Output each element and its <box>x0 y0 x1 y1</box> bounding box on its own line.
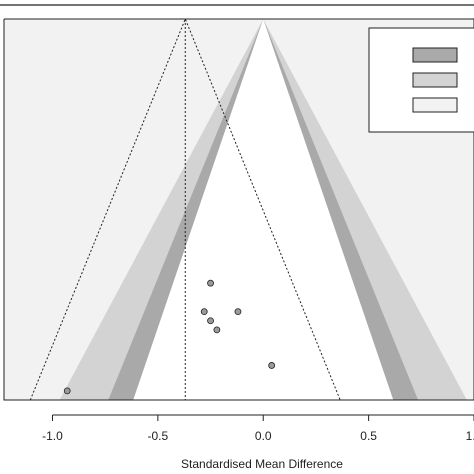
reference-lines <box>29 17 341 401</box>
pseudo-confidence-funnel <box>29 17 341 401</box>
x-tick-label-3: 0.0 <box>255 429 272 443</box>
study-point-2 <box>200 308 208 316</box>
plot-box <box>3 18 474 401</box>
x-axis: -1.0 -0.5 0.0 0.5 1.0 <box>42 414 474 443</box>
x-tick-label-5: 1.0 <box>466 429 474 443</box>
legend-swatch-1 <box>412 47 458 63</box>
study-point-5 <box>213 326 221 334</box>
x-tick-label-1: -1.0 <box>42 429 63 443</box>
legend <box>368 27 474 133</box>
study-point-1 <box>207 279 214 287</box>
study-points <box>63 279 276 395</box>
study-point-6 <box>268 362 276 369</box>
plot-frame <box>0 4 474 401</box>
study-point-3 <box>234 308 242 316</box>
x-tick-label-4: 0.5 <box>360 429 377 443</box>
x-tick-label-2: -0.5 <box>148 429 169 443</box>
study-point-7 <box>63 387 71 395</box>
legend-swatch-3 <box>412 97 458 113</box>
x-axis-title: Standardised Mean Difference <box>181 457 343 471</box>
study-point-4 <box>207 317 214 325</box>
legend-swatch-2 <box>412 72 458 88</box>
